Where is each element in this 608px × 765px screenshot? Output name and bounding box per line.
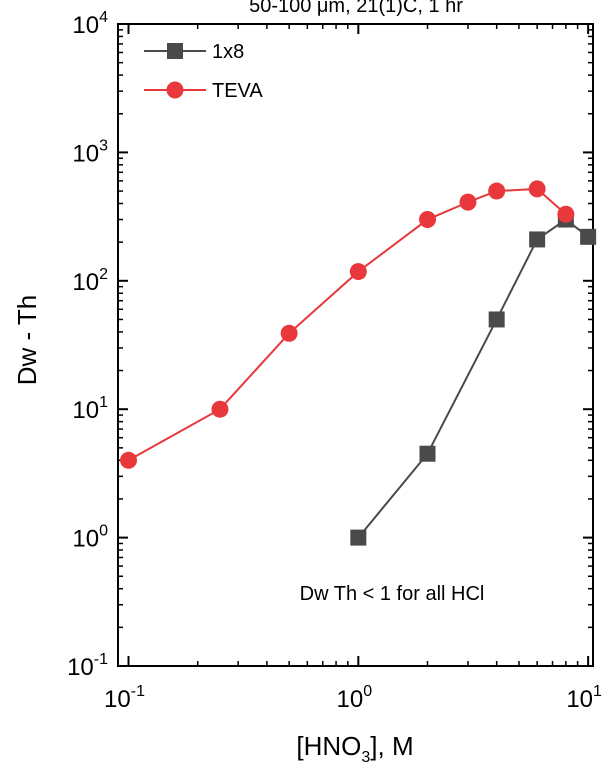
x-axis-title: [HNO3], M xyxy=(296,731,413,765)
chart-title: 50-100 μm, 21(1)C, 1 hr xyxy=(249,0,463,17)
x-tick-label: 10-1 xyxy=(104,683,145,713)
data-point-1x8 xyxy=(529,231,546,248)
data-point-teva xyxy=(419,211,437,229)
y-axis: 10-1 100 101 102 103 104 xyxy=(67,9,593,681)
y-tick-label: 101 xyxy=(72,394,108,424)
data-point-teva xyxy=(280,324,298,342)
legend-item-1x8: 1x8 xyxy=(144,41,244,63)
data-point-1x8 xyxy=(419,445,436,462)
x-axis: 10-1 100 101 xyxy=(104,24,602,713)
legend: 1x8 TEVA xyxy=(144,41,263,102)
data-point-1x8 xyxy=(488,311,505,328)
data-point-teva xyxy=(528,180,546,198)
series-layer xyxy=(120,180,597,546)
x-axis-title-main: [HNO xyxy=(296,731,361,761)
plot-border xyxy=(117,23,594,667)
y-tick-label: 100 xyxy=(72,523,108,553)
legend-label-teva: TEVA xyxy=(212,80,263,102)
data-point-teva xyxy=(349,263,367,281)
annotation: Dw Th < 1 for all HCl xyxy=(300,583,485,605)
data-point-1x8 xyxy=(580,228,597,245)
data-point-teva xyxy=(211,400,229,418)
plot-frame xyxy=(117,23,594,667)
x-axis-title-subscript: 3 xyxy=(361,749,370,765)
y-tick-label: 102 xyxy=(72,266,108,296)
legend-label-1x8: 1x8 xyxy=(212,41,244,63)
legend-item-teva: TEVA xyxy=(144,80,263,102)
data-point-teva xyxy=(120,451,138,469)
series-teva xyxy=(120,180,575,469)
x-tick-label: 101 xyxy=(566,683,602,713)
series-line-1x8 xyxy=(357,218,589,539)
y-axis-title: Dw - Th xyxy=(12,295,42,386)
data-point-teva xyxy=(488,182,506,200)
y-tick-label: 104 xyxy=(72,9,108,39)
x-tick-label: 100 xyxy=(337,683,373,713)
data-point-teva xyxy=(557,205,575,223)
y-tick-label: 103 xyxy=(72,137,108,167)
data-point-1x8 xyxy=(350,529,367,546)
data-point-teva xyxy=(459,193,477,211)
x-axis-title-tail: ], M xyxy=(370,731,413,761)
series-1x8 xyxy=(350,211,597,546)
y-tick-label: 10-1 xyxy=(67,651,108,681)
